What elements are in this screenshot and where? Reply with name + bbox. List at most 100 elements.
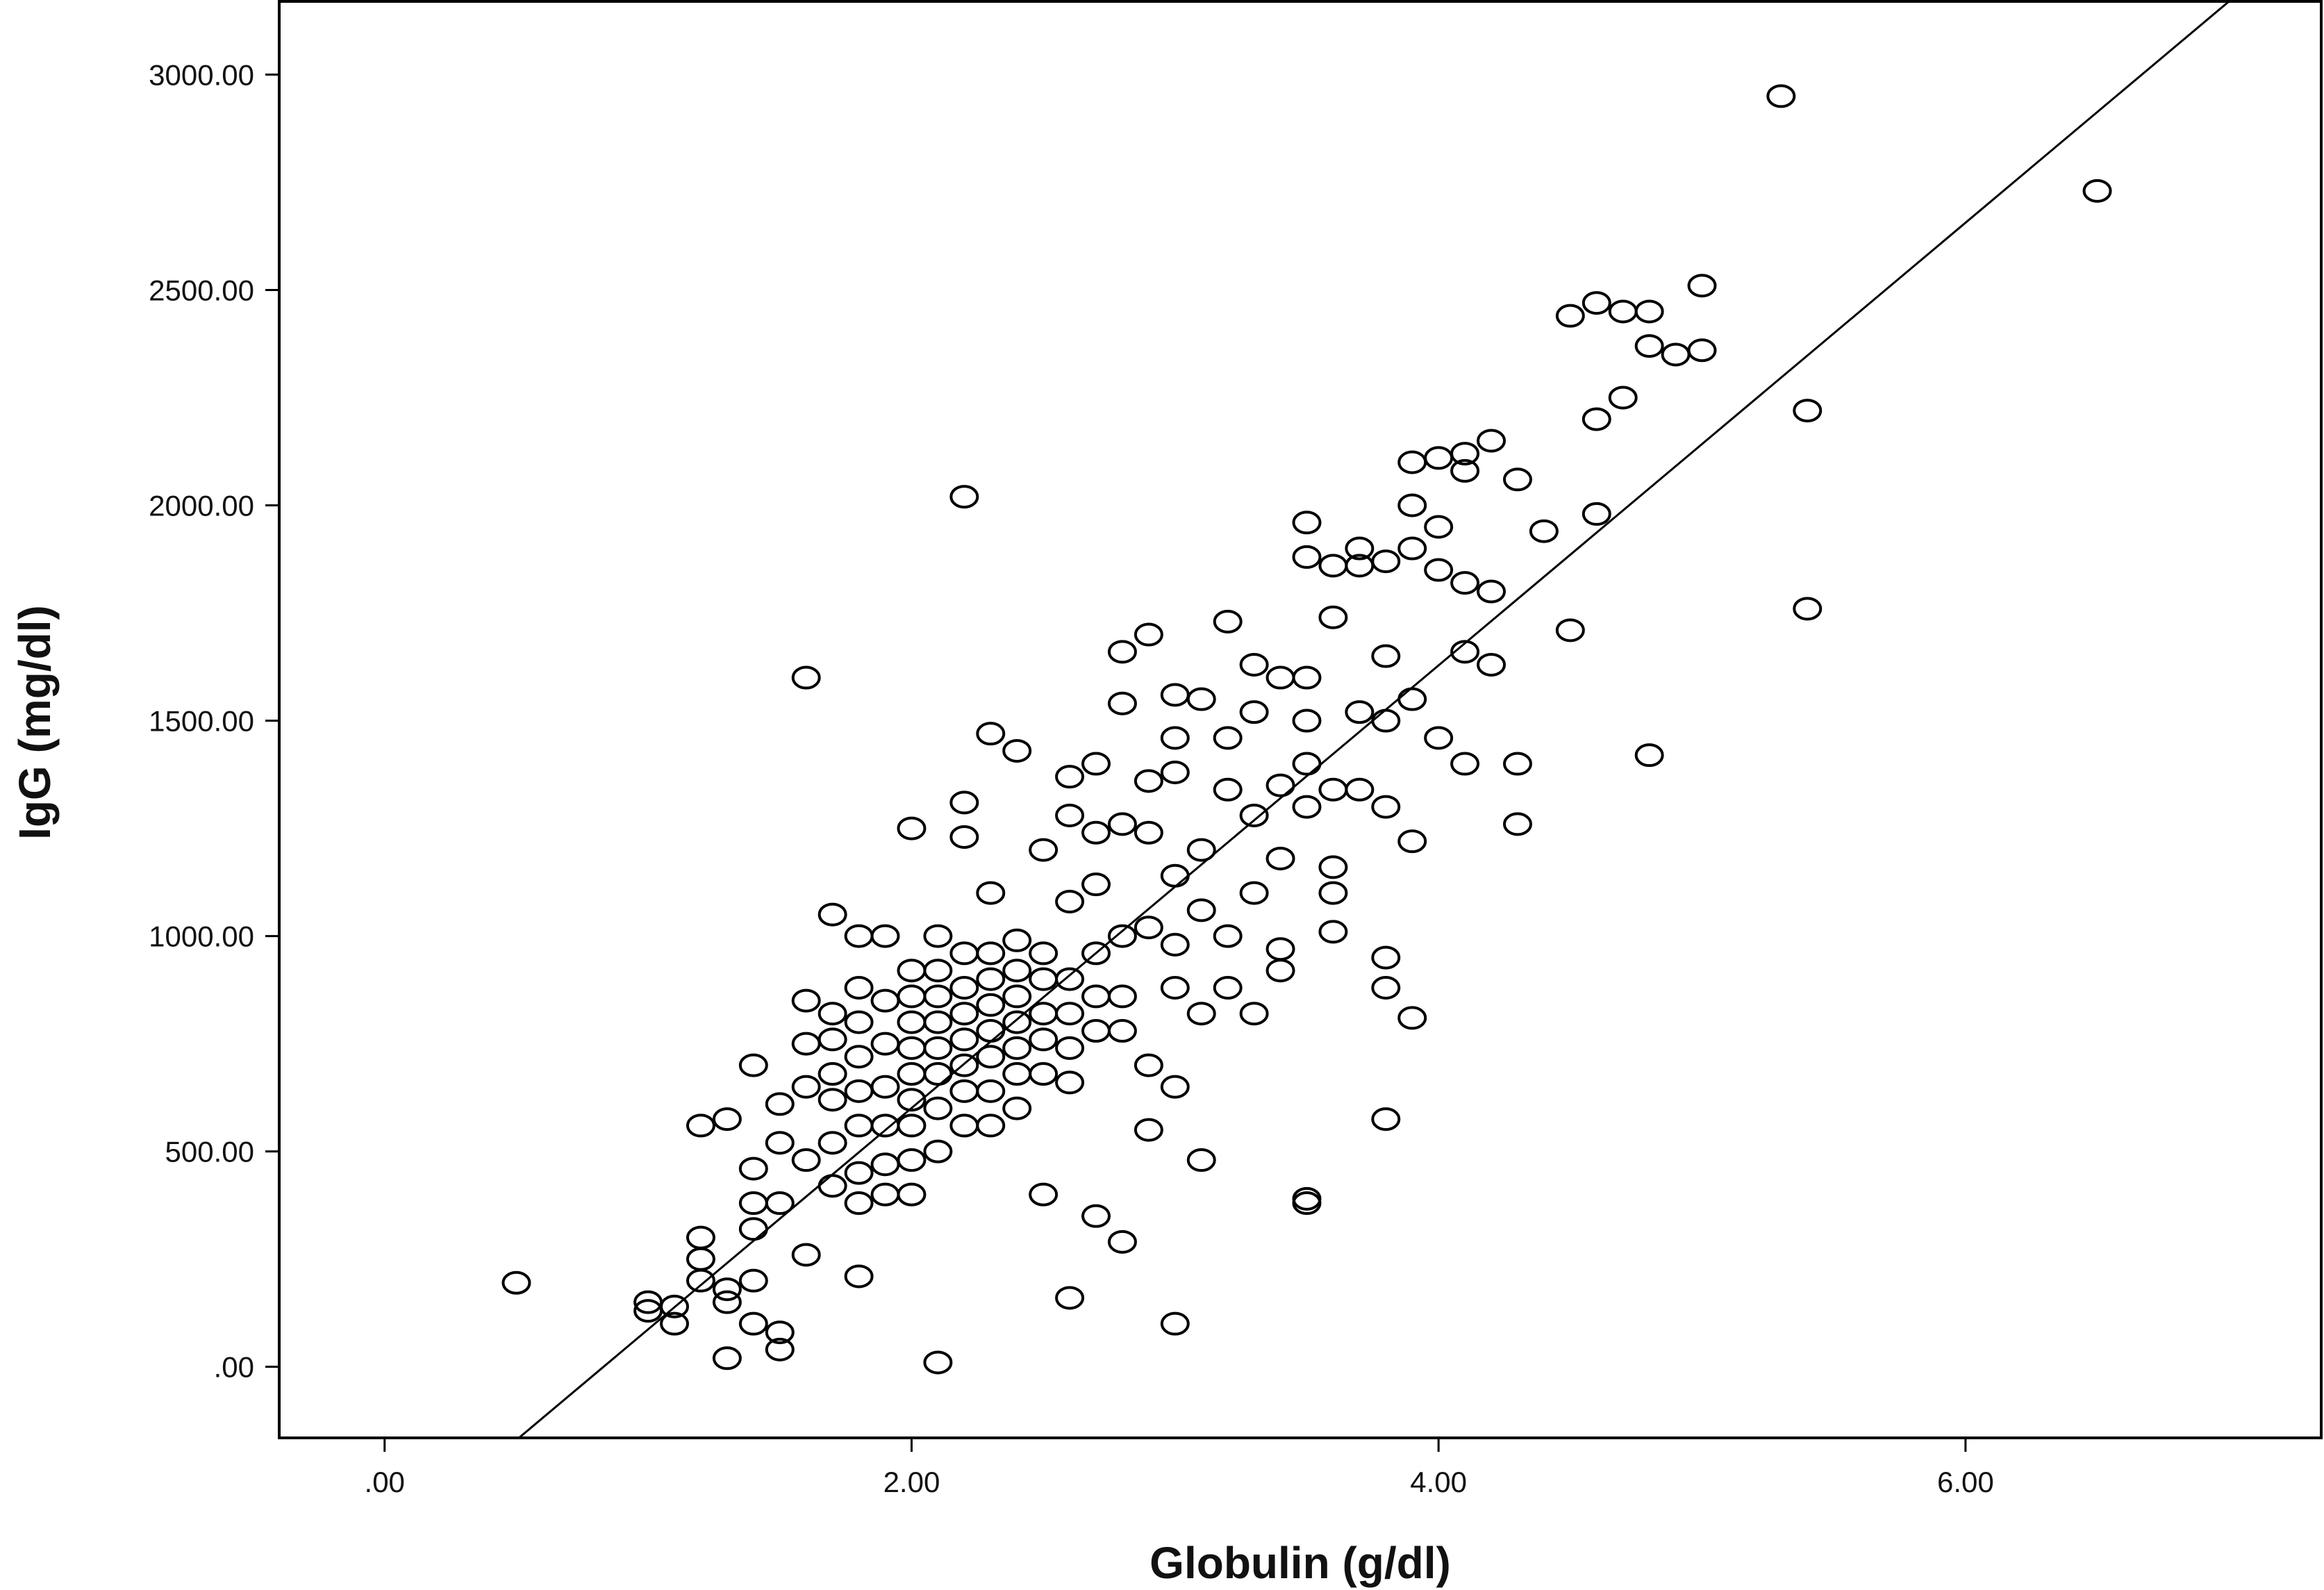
data-point (791, 1075, 821, 1099)
data-point (1371, 795, 1401, 819)
data-point (976, 881, 1006, 905)
x-tick-label: 6.00 (1937, 1466, 1994, 1498)
data-point (1397, 536, 1427, 561)
data-point (923, 1062, 953, 1086)
data-point (791, 988, 821, 1013)
data-point (923, 1096, 953, 1120)
data-point (1186, 898, 1216, 922)
data-point (765, 1131, 795, 1155)
data-point (1055, 1286, 1085, 1310)
data-point (1424, 515, 1454, 539)
data-point (1213, 976, 1243, 1000)
data-point (1397, 1006, 1427, 1030)
data-point (1424, 446, 1454, 470)
data-point (1134, 820, 1163, 845)
data-point (1397, 493, 1427, 517)
data-point (1582, 502, 1611, 526)
data-point (1477, 652, 1507, 677)
data-point (1292, 1191, 1322, 1216)
data-point (817, 1174, 847, 1198)
data-point (949, 1079, 979, 1103)
data-point (1239, 803, 1269, 827)
data-point (870, 1182, 900, 1207)
data-point (1292, 511, 1322, 535)
data-point (1029, 967, 1059, 991)
data-point (844, 976, 874, 1000)
data-point (1292, 795, 1322, 819)
data-point (1687, 274, 1717, 298)
data-point (897, 1062, 927, 1086)
data-point (1555, 304, 1585, 328)
data-point (1292, 545, 1322, 569)
data-point (976, 1045, 1006, 1069)
data-point (1107, 640, 1137, 664)
data-point (976, 941, 1006, 966)
data-point (949, 1053, 979, 1077)
data-point (844, 1010, 874, 1034)
data-point (1055, 1070, 1085, 1095)
data-point (686, 1113, 715, 1138)
data-point (765, 1337, 795, 1361)
data-point (844, 1045, 874, 1069)
data-point (1107, 1229, 1137, 1254)
data-point (1160, 683, 1190, 707)
data-point (1134, 622, 1163, 647)
data-point (897, 1148, 927, 1173)
data-point (1397, 829, 1427, 854)
data-point (1239, 881, 1269, 905)
data-point (1081, 941, 1111, 966)
data-point (660, 1311, 690, 1336)
data-point (1213, 924, 1243, 948)
data-point (976, 967, 1006, 991)
data-point (1055, 765, 1085, 789)
data-point (897, 1010, 927, 1034)
data-point (1371, 1107, 1401, 1132)
data-point (1186, 1002, 1216, 1026)
data-point (1582, 291, 1611, 315)
data-point (686, 1247, 715, 1271)
data-point (1239, 700, 1269, 724)
data-point (791, 1243, 821, 1267)
data-point (1055, 889, 1085, 913)
data-point (1107, 1019, 1137, 1043)
data-point (844, 1113, 874, 1138)
data-point (1265, 773, 1295, 797)
data-point (1107, 984, 1137, 1009)
data-point (738, 1053, 768, 1077)
y-axis-title: IgG (mg/dl) (10, 605, 60, 840)
data-point (949, 941, 979, 966)
x-axis-title: Globulin (g/dl) (1149, 1538, 1451, 1588)
data-point (1265, 846, 1295, 870)
data-point (1292, 752, 1322, 776)
data-point (949, 825, 979, 849)
data-point (1055, 803, 1085, 827)
data-point (870, 1032, 900, 1056)
data-point (738, 1191, 768, 1216)
data-point (923, 1010, 953, 1034)
data-point (1160, 1075, 1190, 1099)
data-point (1265, 959, 1295, 983)
data-point (897, 816, 927, 840)
plot-frame (278, 0, 2323, 1439)
data-point (976, 722, 1006, 746)
data-point (1002, 1010, 1032, 1034)
data-point (1608, 299, 1638, 324)
data-point (1029, 838, 1059, 862)
data-point (1318, 920, 1348, 944)
data-point (1793, 399, 1823, 423)
x-axis: .00 2.00 4.00 6.00 (365, 1438, 1994, 1498)
data-point (501, 1270, 531, 1295)
data-point (1186, 687, 1216, 711)
data-point (1134, 769, 1163, 793)
data-point (976, 993, 1006, 1017)
data-point (1029, 1002, 1059, 1026)
data-point (923, 924, 953, 948)
data-point (1134, 1053, 1163, 1077)
data-point (1213, 609, 1243, 633)
data-point (844, 1264, 874, 1289)
data-point (897, 1036, 927, 1060)
data-point (817, 1027, 847, 1052)
data-point (1081, 872, 1111, 897)
data-point (1081, 1204, 1111, 1228)
data-point (1002, 984, 1032, 1009)
